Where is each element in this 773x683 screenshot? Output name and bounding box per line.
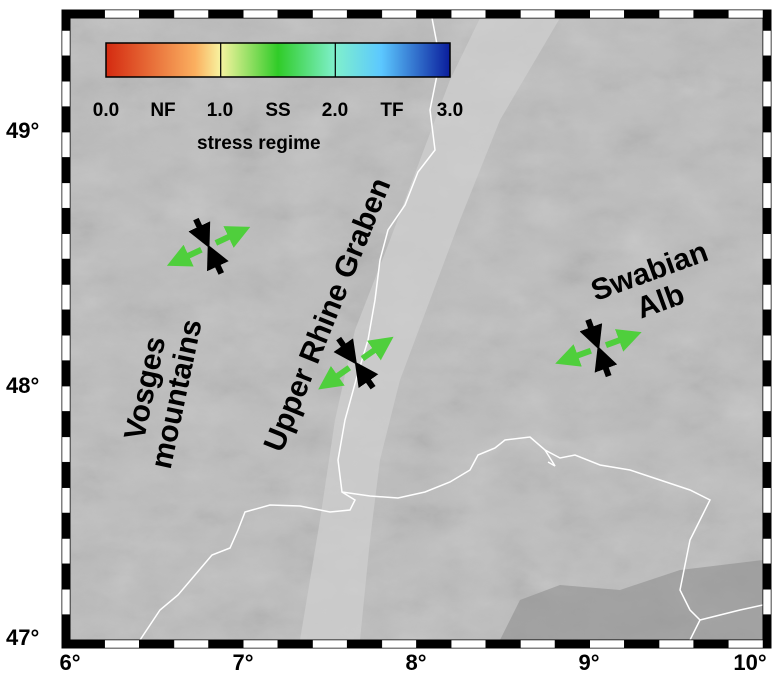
- x-tick-label: 6°: [59, 650, 81, 675]
- x-tick-label: 10°: [733, 650, 767, 675]
- colorbar-tick-label: SS: [265, 100, 291, 121]
- x-tick-label: 8°: [405, 650, 427, 675]
- relief-layer: [70, 18, 763, 640]
- shmax-arrow: [318, 365, 352, 390]
- colorbar-title: stress regime: [197, 133, 321, 154]
- colorbar-tick-label: 1.0: [206, 100, 234, 121]
- y-tick-label: 47°: [6, 625, 40, 650]
- shmax-arrow: [360, 336, 394, 362]
- x-tick-label: 7°: [232, 650, 254, 675]
- map-frame: [61, 9, 772, 649]
- y-tick-label: 49°: [6, 118, 40, 143]
- shmax-arrow: [555, 344, 592, 367]
- colorbar-tick-label: 2.0: [321, 100, 349, 121]
- shmin-arrow: [594, 346, 618, 378]
- colorbar-tick-label: TF: [380, 100, 404, 121]
- country-borders: [139, 18, 763, 640]
- shmax-arrow: [166, 244, 203, 267]
- stress-symbol-vosges: [166, 217, 251, 275]
- shmin-arrow: [579, 318, 603, 350]
- y-tick-label: 48°: [6, 373, 40, 398]
- colorbar: [105, 42, 451, 78]
- shmin-arrow: [354, 361, 379, 390]
- shmin-arrow: [333, 336, 358, 365]
- stress-symbol-swabian: [555, 318, 642, 378]
- colorbar-gradient: [105, 42, 451, 78]
- colorbar-tick-label: 3.0: [436, 100, 464, 121]
- stress-symbols: [166, 217, 642, 390]
- shmin-arrow: [188, 217, 211, 249]
- x-tick-label: 9°: [578, 650, 600, 675]
- shmax-arrow: [214, 226, 251, 248]
- shmax-arrow: [604, 329, 642, 352]
- colorbar-tick-label: NF: [150, 100, 176, 121]
- shmin-arrow: [207, 244, 229, 275]
- colorbar-tick-label: 0.0: [92, 100, 120, 121]
- stress-symbol-rhine: [318, 336, 394, 390]
